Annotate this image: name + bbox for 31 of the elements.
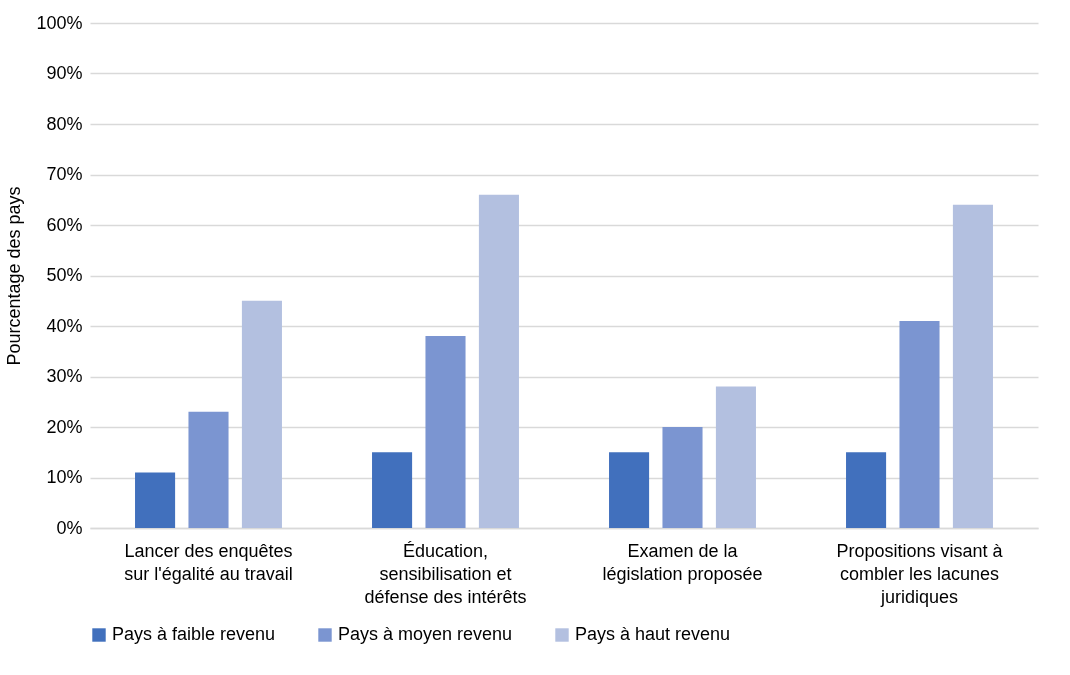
bar [188,411,229,528]
y-tick-label: 90% [46,63,83,83]
bar [478,194,519,528]
bar [425,336,466,528]
bar [662,427,703,528]
y-tick-label: 70% [46,164,83,184]
y-tick-label: 10% [46,467,83,487]
x-tick-label: Examen de la législation proposée [602,540,763,584]
x-tick-label: Lancer des enquêtes sur l'égalité au travail [124,540,293,584]
legend-label: Pays à faible revenu [112,624,276,644]
bar [899,320,940,528]
x-tick-label: Éducation, sensibilisation et défense des intérêts [364,540,527,607]
y-tick-label: 20% [46,416,83,437]
y-tick-label: 80% [46,113,83,134]
legend-label: Pays à moyen revenu [338,624,513,644]
legend-label: Pays à haut revenu [575,624,731,644]
bar [846,452,887,528]
y-tick-label: 60% [46,214,83,235]
y-axis-title: Pourcentage des pays [4,186,25,366]
bar [135,472,176,528]
bar [241,300,282,528]
y-tick-label: 40% [46,315,83,336]
y-tick-label: 30% [46,366,83,386]
y-tick-label: 50% [46,265,83,285]
y-tick-label: 100% [36,12,83,33]
bar [372,452,413,528]
y-tick-label: 0% [56,517,83,538]
x-tick-label: Propositions visant à combler les lacunes juridiques [836,540,1004,607]
bar [715,386,756,528]
bar [609,452,650,528]
bar [952,204,993,528]
